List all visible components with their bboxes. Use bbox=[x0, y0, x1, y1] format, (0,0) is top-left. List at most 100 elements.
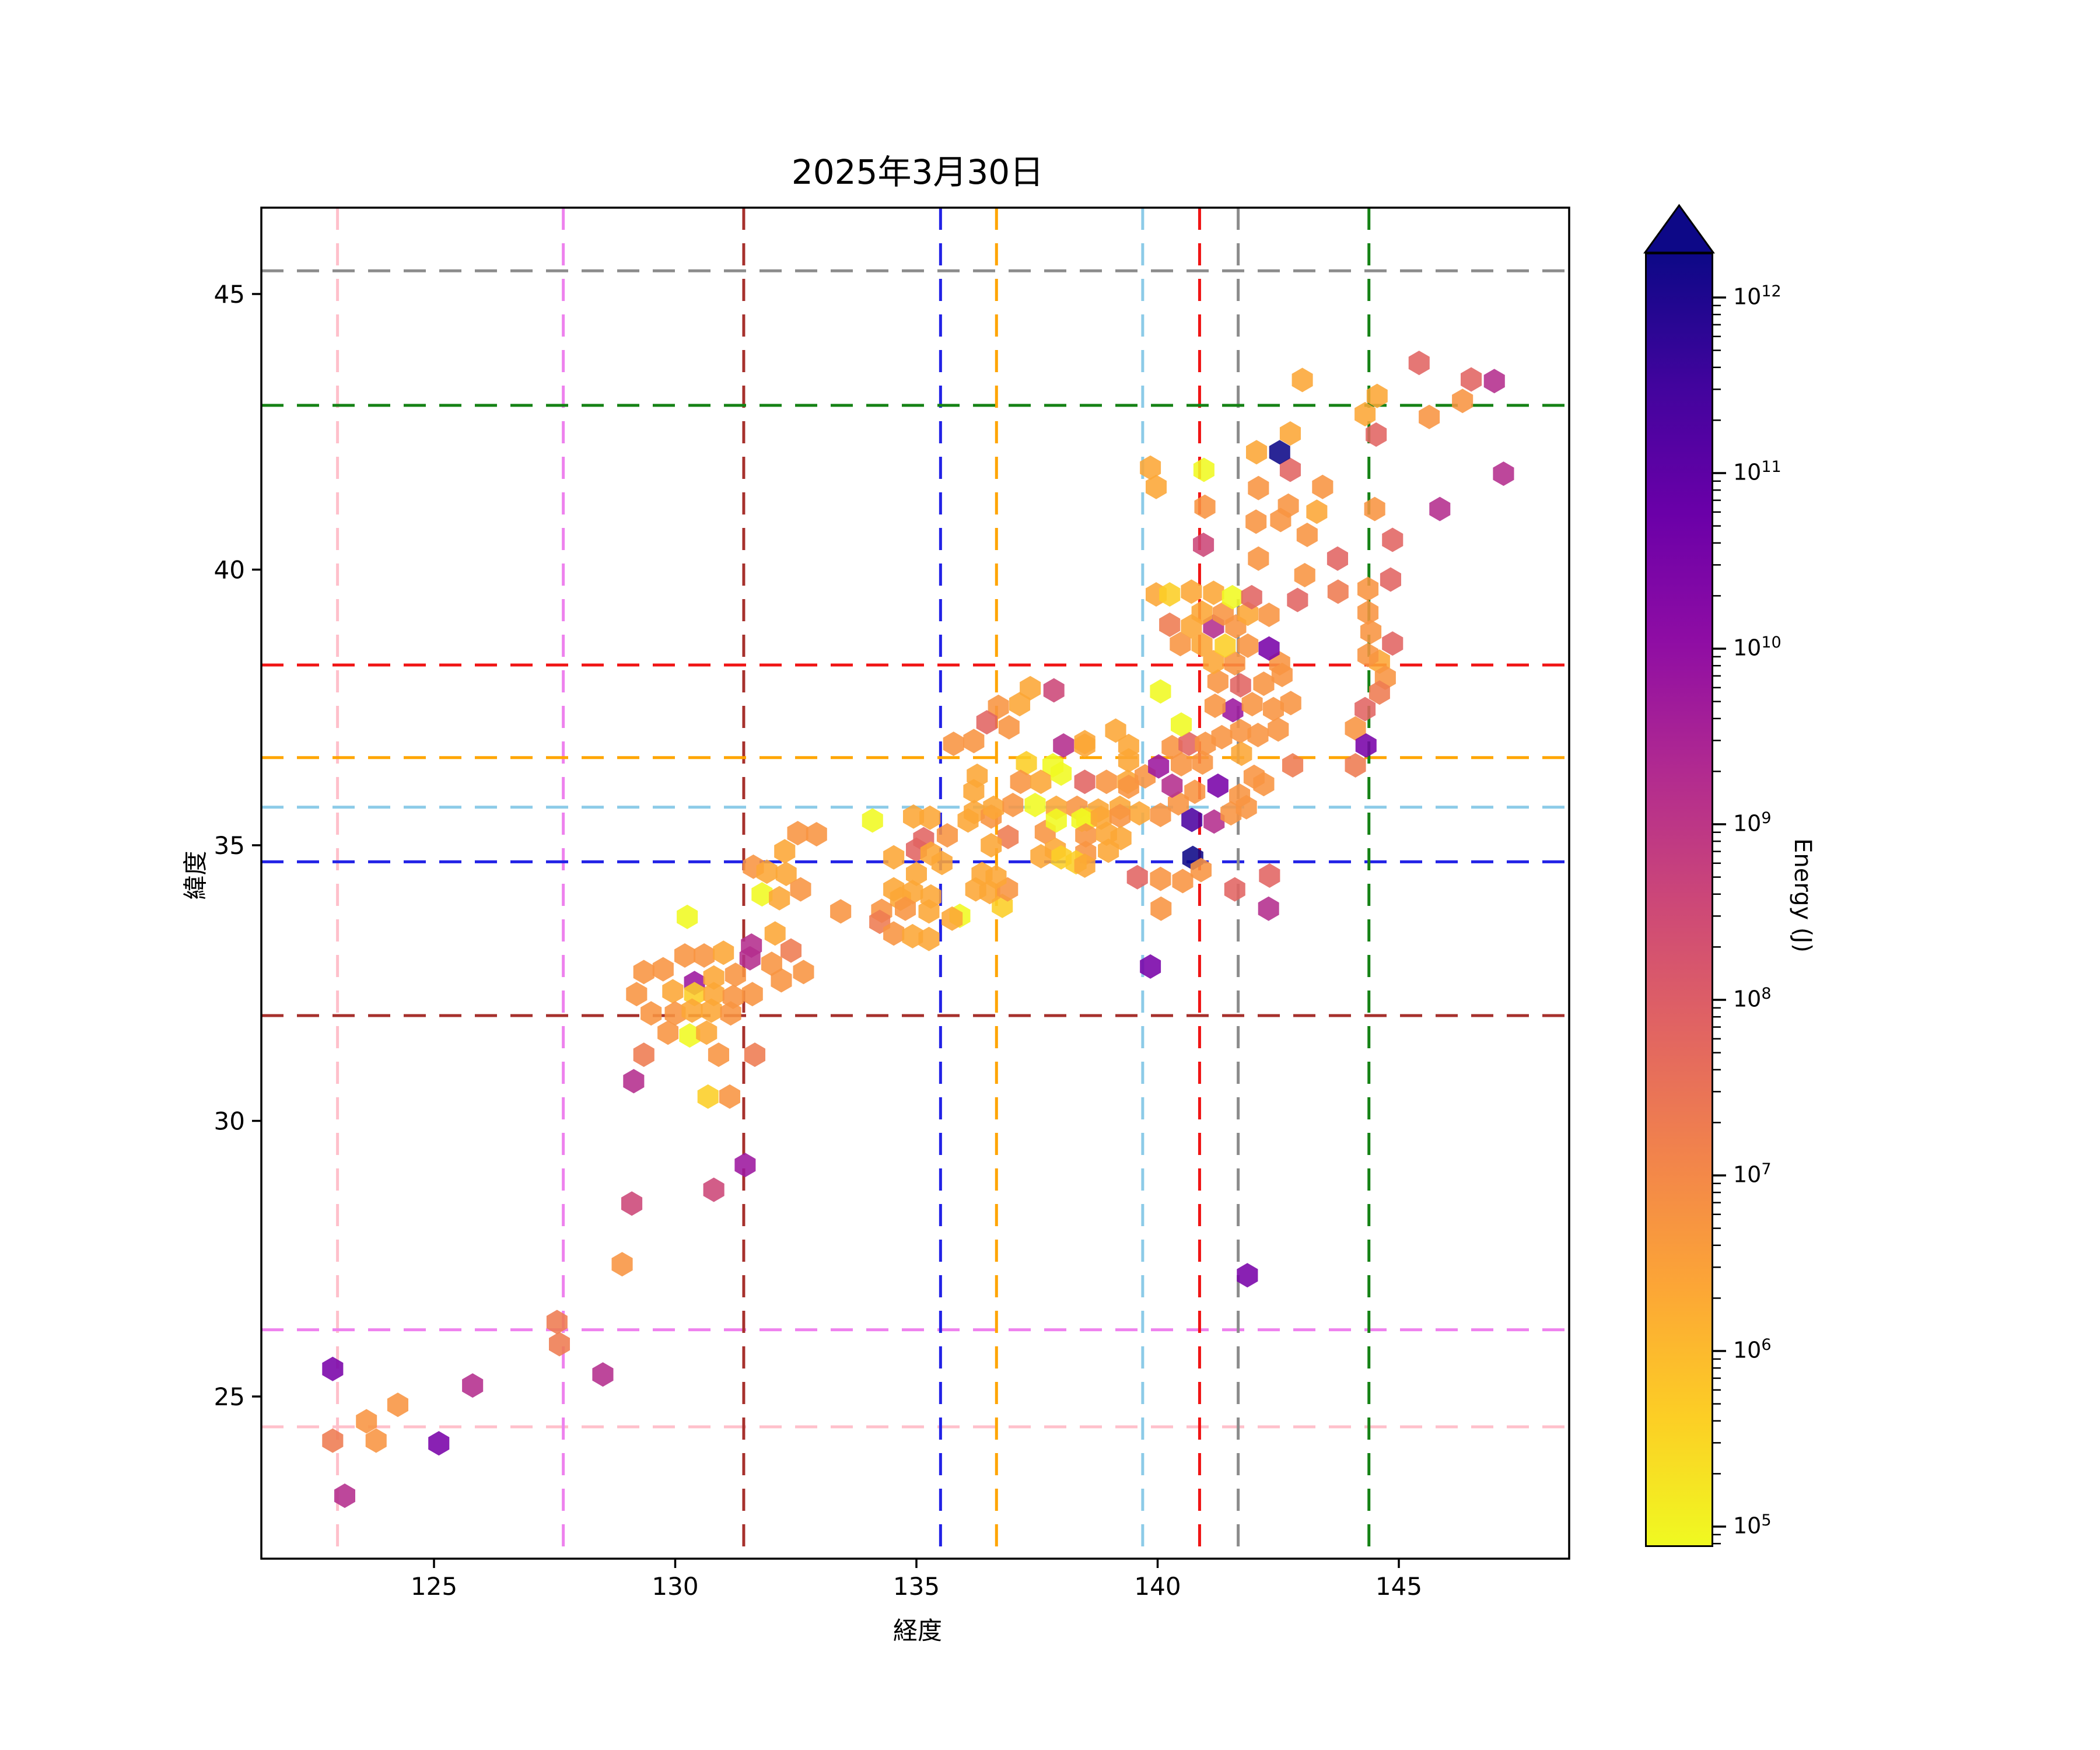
plot-frame bbox=[260, 206, 1570, 1560]
hexbin-cell bbox=[633, 1042, 654, 1068]
hexbin-cell bbox=[756, 859, 778, 884]
hexbin-cell bbox=[1253, 772, 1275, 797]
hexbin-cell bbox=[1263, 696, 1284, 722]
hexbin-cell bbox=[1159, 612, 1181, 637]
hexbin-cell bbox=[942, 906, 963, 931]
hexbin-cell bbox=[713, 940, 734, 965]
hexbin-cell bbox=[1150, 896, 1172, 921]
hexbin-cell bbox=[1020, 676, 1041, 701]
hexbin-cell bbox=[931, 850, 953, 876]
hexbin-cell bbox=[1150, 803, 1171, 827]
hexbin-cell bbox=[1150, 679, 1171, 704]
hexbin-cell bbox=[708, 1042, 729, 1068]
hexbin-cell bbox=[1140, 954, 1161, 979]
hexbin-cell bbox=[633, 960, 654, 985]
colorbar-tick-label: 1011 bbox=[1733, 458, 1782, 485]
hexbin-cell bbox=[1241, 692, 1263, 717]
hexbin-cell bbox=[1161, 774, 1183, 798]
hexbin-cell bbox=[1146, 474, 1167, 499]
hexbin-cell bbox=[1366, 422, 1387, 447]
hexbin-cell bbox=[1382, 631, 1404, 656]
hexbin-cell bbox=[1191, 632, 1213, 657]
hexbin-cell bbox=[719, 1084, 740, 1109]
hexbin-cell bbox=[1258, 896, 1279, 921]
hexbin-cell bbox=[1247, 723, 1269, 747]
x-tick-label: 140 bbox=[1134, 1572, 1181, 1601]
hexbin-cell bbox=[1171, 752, 1192, 777]
hexbin-cell bbox=[356, 1409, 377, 1434]
hexbin-cell bbox=[679, 1023, 701, 1048]
hexbin-cell bbox=[793, 960, 814, 985]
colorbar-tick-label: 1012 bbox=[1733, 282, 1782, 310]
hexbin-cell bbox=[1053, 733, 1074, 758]
hexbin-cell bbox=[1193, 457, 1214, 482]
hexbin-cell bbox=[918, 926, 940, 951]
hexbin-cell bbox=[1294, 563, 1315, 587]
hexbin-cell bbox=[1408, 351, 1430, 376]
hexbin-cell bbox=[787, 821, 808, 846]
hexbin-cell bbox=[1181, 807, 1203, 832]
hexbin-cell bbox=[1357, 600, 1379, 625]
y-tick-label: 40 bbox=[214, 556, 245, 584]
hexbin-cell bbox=[696, 1020, 718, 1045]
hexbin-cell bbox=[652, 957, 674, 982]
hexbin-cell bbox=[611, 1252, 633, 1277]
hexbin-cell bbox=[1051, 761, 1072, 786]
hexbin-cell bbox=[1170, 632, 1191, 657]
hexbin-cell bbox=[640, 1001, 662, 1026]
hexbin-cell bbox=[1030, 844, 1052, 869]
hexbin-cell bbox=[703, 1177, 724, 1202]
hexbin-cell bbox=[1258, 636, 1280, 661]
hexbin-cell bbox=[1075, 823, 1097, 848]
x-tick-label: 130 bbox=[652, 1572, 698, 1601]
hexbin-cell bbox=[983, 795, 1005, 820]
hexbin-cell bbox=[1259, 863, 1280, 888]
hexbin-cell bbox=[674, 943, 696, 968]
hexbin-cell bbox=[1354, 696, 1376, 722]
hexbin-cell bbox=[1222, 698, 1244, 723]
hexbin-cell bbox=[1278, 493, 1299, 518]
hexbin-cell bbox=[1287, 587, 1308, 612]
hexbin-cell bbox=[1126, 864, 1148, 890]
hexbin-cell bbox=[1368, 680, 1390, 705]
hexbin-cell bbox=[1190, 858, 1212, 883]
hexbin-cell bbox=[1258, 603, 1280, 627]
hexbin-cell bbox=[1231, 741, 1252, 766]
hexbin-cell bbox=[720, 1001, 741, 1026]
hexbin-cell bbox=[1241, 584, 1262, 610]
hexbin-cell bbox=[761, 951, 782, 977]
hexbin-cell bbox=[1118, 748, 1139, 773]
hexbin-cell bbox=[1364, 496, 1385, 522]
hexbin-cell bbox=[1452, 388, 1474, 414]
hexbin-cell bbox=[546, 1310, 568, 1335]
hexbin-cell bbox=[883, 921, 905, 946]
hexbin-cell bbox=[724, 963, 746, 988]
hexbin-cell bbox=[657, 1020, 679, 1045]
hexbin-cell bbox=[1248, 546, 1269, 571]
hexbin-cell bbox=[703, 965, 724, 990]
colorbar-tick-label: 108 bbox=[1733, 985, 1772, 1012]
hexbin-cell bbox=[1159, 582, 1181, 607]
hexbin-cell bbox=[334, 1483, 355, 1508]
hexbin-cell bbox=[1279, 421, 1301, 446]
hexbin-cell bbox=[906, 862, 927, 887]
hexbin-cell bbox=[741, 982, 763, 1007]
hexbin-cell bbox=[1204, 693, 1226, 718]
hexbin-cell bbox=[322, 1428, 344, 1453]
hexbin-cell bbox=[1110, 803, 1130, 828]
hexbin-cell bbox=[751, 882, 773, 907]
hexbin-cell bbox=[775, 862, 797, 887]
hexbin-cell bbox=[1230, 673, 1251, 698]
hexbin-cell bbox=[1161, 734, 1183, 760]
hexbin-cell bbox=[1312, 474, 1334, 499]
hexbin-cell bbox=[428, 1431, 450, 1456]
hexbin-cell bbox=[883, 845, 905, 870]
hexbin-cell bbox=[1253, 671, 1275, 696]
hexbin-cell bbox=[806, 822, 827, 847]
colorbar-tick-label: 106 bbox=[1733, 1336, 1772, 1363]
hexbin-cell bbox=[1024, 793, 1046, 817]
hexbin-cell bbox=[1178, 732, 1200, 757]
hexbin-cell bbox=[1184, 779, 1206, 804]
